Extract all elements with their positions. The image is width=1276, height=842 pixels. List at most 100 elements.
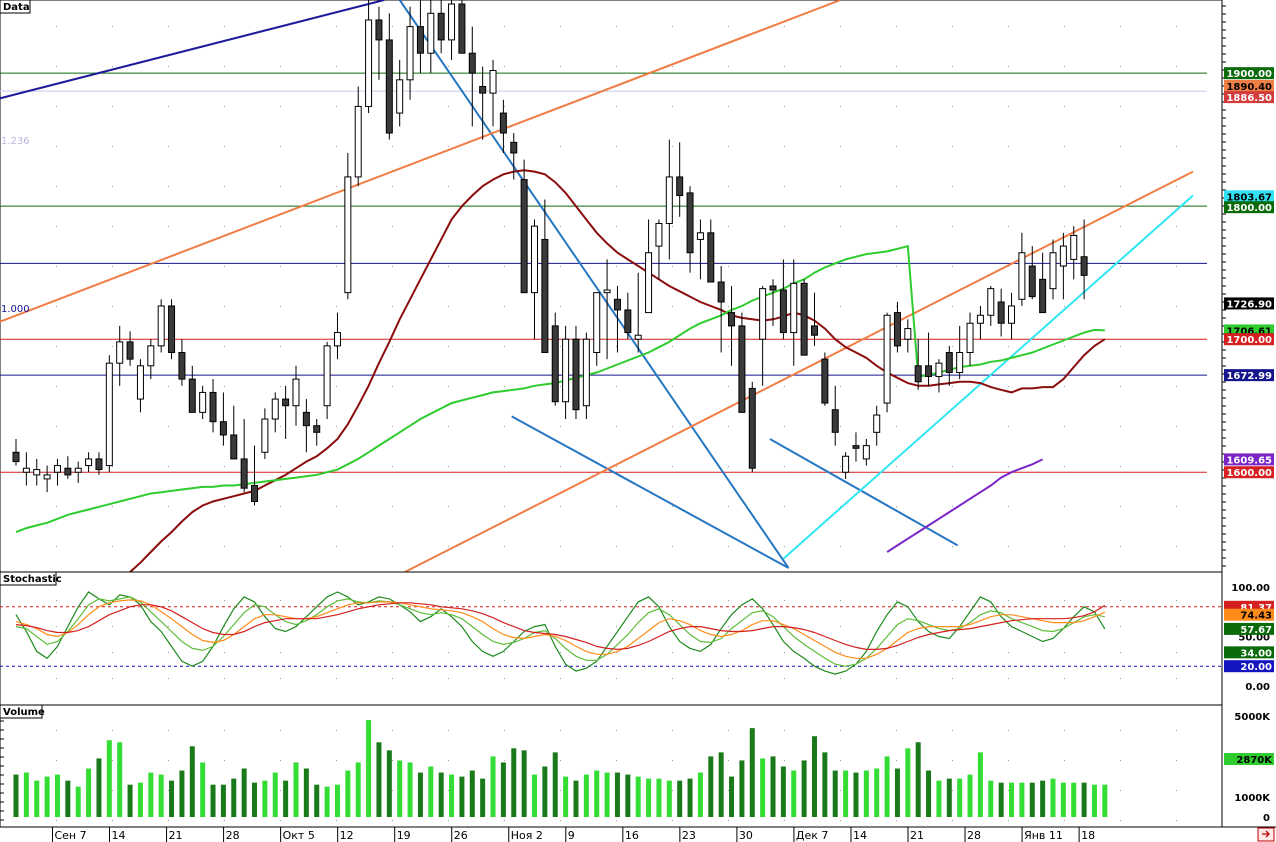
grid-dot: [224, 678, 225, 679]
volume-bar: [417, 772, 423, 817]
grid-dot: [56, 626, 57, 627]
grid-dot: [952, 790, 953, 791]
grid-dot: [112, 266, 113, 267]
volume-bar: [936, 780, 942, 817]
volume-bar: [604, 772, 610, 817]
candle-down: [572, 338, 580, 411]
volume-bar: [407, 762, 413, 817]
grid-dot: [392, 146, 393, 147]
volume-bar: [998, 782, 1004, 817]
grid-dot: [616, 66, 617, 67]
candle: [385, 13, 393, 140]
candle: [292, 365, 300, 426]
grid-dot: [112, 146, 113, 147]
grid-dot: [448, 346, 449, 347]
grid-dot: [1120, 546, 1121, 547]
grid-dot: [616, 600, 617, 601]
grid-dot: [1176, 386, 1177, 387]
grid-dot: [784, 546, 785, 547]
grid-dot: [280, 760, 281, 761]
price-panel[interactable]: Data 1.236 1.000: [0, 0, 1223, 636]
grid-dot: [560, 66, 561, 67]
grid-dot: [672, 426, 673, 427]
grid-dot: [112, 678, 113, 679]
grid-dot: [448, 266, 449, 267]
grid-dot: [168, 266, 169, 267]
candle-down: [510, 141, 518, 154]
grid-dot: [504, 106, 505, 107]
candle: [302, 399, 310, 453]
volume-panel[interactable]: Volume: [0, 704, 1223, 828]
grid-dot: [840, 466, 841, 467]
candle-up: [105, 362, 113, 467]
grid-dot: [952, 600, 953, 601]
grid-dot: [1064, 306, 1065, 307]
price-axis[interactable]: 100.00 50.00 0.00 5000K 1000K 0 1900.00 1890.4…: [1221, 0, 1274, 827]
volume-bar: [241, 768, 247, 817]
stochastic-panel[interactable]: Stochastic: [0, 571, 1223, 706]
grid-dot: [280, 386, 281, 387]
price-tag-background: [1224, 608, 1274, 621]
grid-dot: [784, 26, 785, 27]
candle: [12, 438, 20, 466]
candle: [883, 312, 891, 413]
candle: [147, 339, 155, 380]
candle: [1059, 232, 1067, 300]
grid-dot: [952, 730, 953, 731]
grid-dot: [168, 26, 169, 27]
grid-dot: [280, 426, 281, 427]
chart-corner-button[interactable]: [1257, 827, 1275, 842]
price-tag-background: [1224, 333, 1274, 346]
grid-dot: [168, 546, 169, 547]
grid-dot: [168, 760, 169, 761]
grid-dot: [952, 466, 953, 467]
grid-dot: [616, 426, 617, 427]
candle: [448, 0, 456, 60]
candle-up: [665, 176, 673, 224]
trendline-orange-lower: [0, 0, 841, 323]
date-axis[interactable]: Сен 7 14 21 28 Окт 5 12 19 26 Ноя 2 9 16 23 30 Дек 7 1…: [0, 826, 1276, 842]
grid-dot: [336, 652, 337, 653]
date-label: 16: [625, 829, 639, 842]
date-label: 14: [112, 829, 126, 842]
grid-dot: [224, 346, 225, 347]
grid-dot: [560, 226, 561, 227]
candle: [728, 286, 736, 366]
grid-dot: [784, 106, 785, 107]
candle-down: [769, 285, 777, 291]
volume-bar: [946, 778, 952, 817]
volume-bar: [148, 772, 154, 817]
grid-dot: [504, 730, 505, 731]
candle-down: [945, 352, 953, 373]
grid-dot: [784, 146, 785, 147]
grid-dot: [112, 730, 113, 731]
grid-dot: [728, 730, 729, 731]
candle-up: [696, 232, 704, 240]
grid-dot: [952, 546, 953, 547]
grid-dot: [1120, 146, 1121, 147]
candle-down: [676, 176, 684, 197]
candle-up: [1059, 245, 1067, 267]
candle: [333, 312, 341, 360]
date-label: 18: [1081, 829, 1095, 842]
price-tag-label: 1800.00: [1226, 203, 1272, 214]
grid-dot: [392, 426, 393, 427]
date-label: 21: [169, 829, 183, 842]
grid-dot: [840, 426, 841, 427]
price-axis-tag: 1890.40: [1224, 79, 1274, 93]
candle-up: [396, 79, 404, 114]
grid-dot: [448, 820, 449, 821]
grid-dot: [784, 266, 785, 267]
grid-dot: [616, 346, 617, 347]
grid-dot: [448, 146, 449, 147]
grid-dot: [784, 66, 785, 67]
candle: [1039, 252, 1047, 314]
grid-dot: [1120, 652, 1121, 653]
candle: [707, 219, 715, 283]
grid-dot: [840, 790, 841, 791]
volume-bar: [843, 770, 849, 817]
candle-up: [873, 414, 881, 433]
grid-dot: [616, 506, 617, 507]
stochastic-line-2: [15, 599, 1106, 659]
grid-dot: [896, 426, 897, 427]
